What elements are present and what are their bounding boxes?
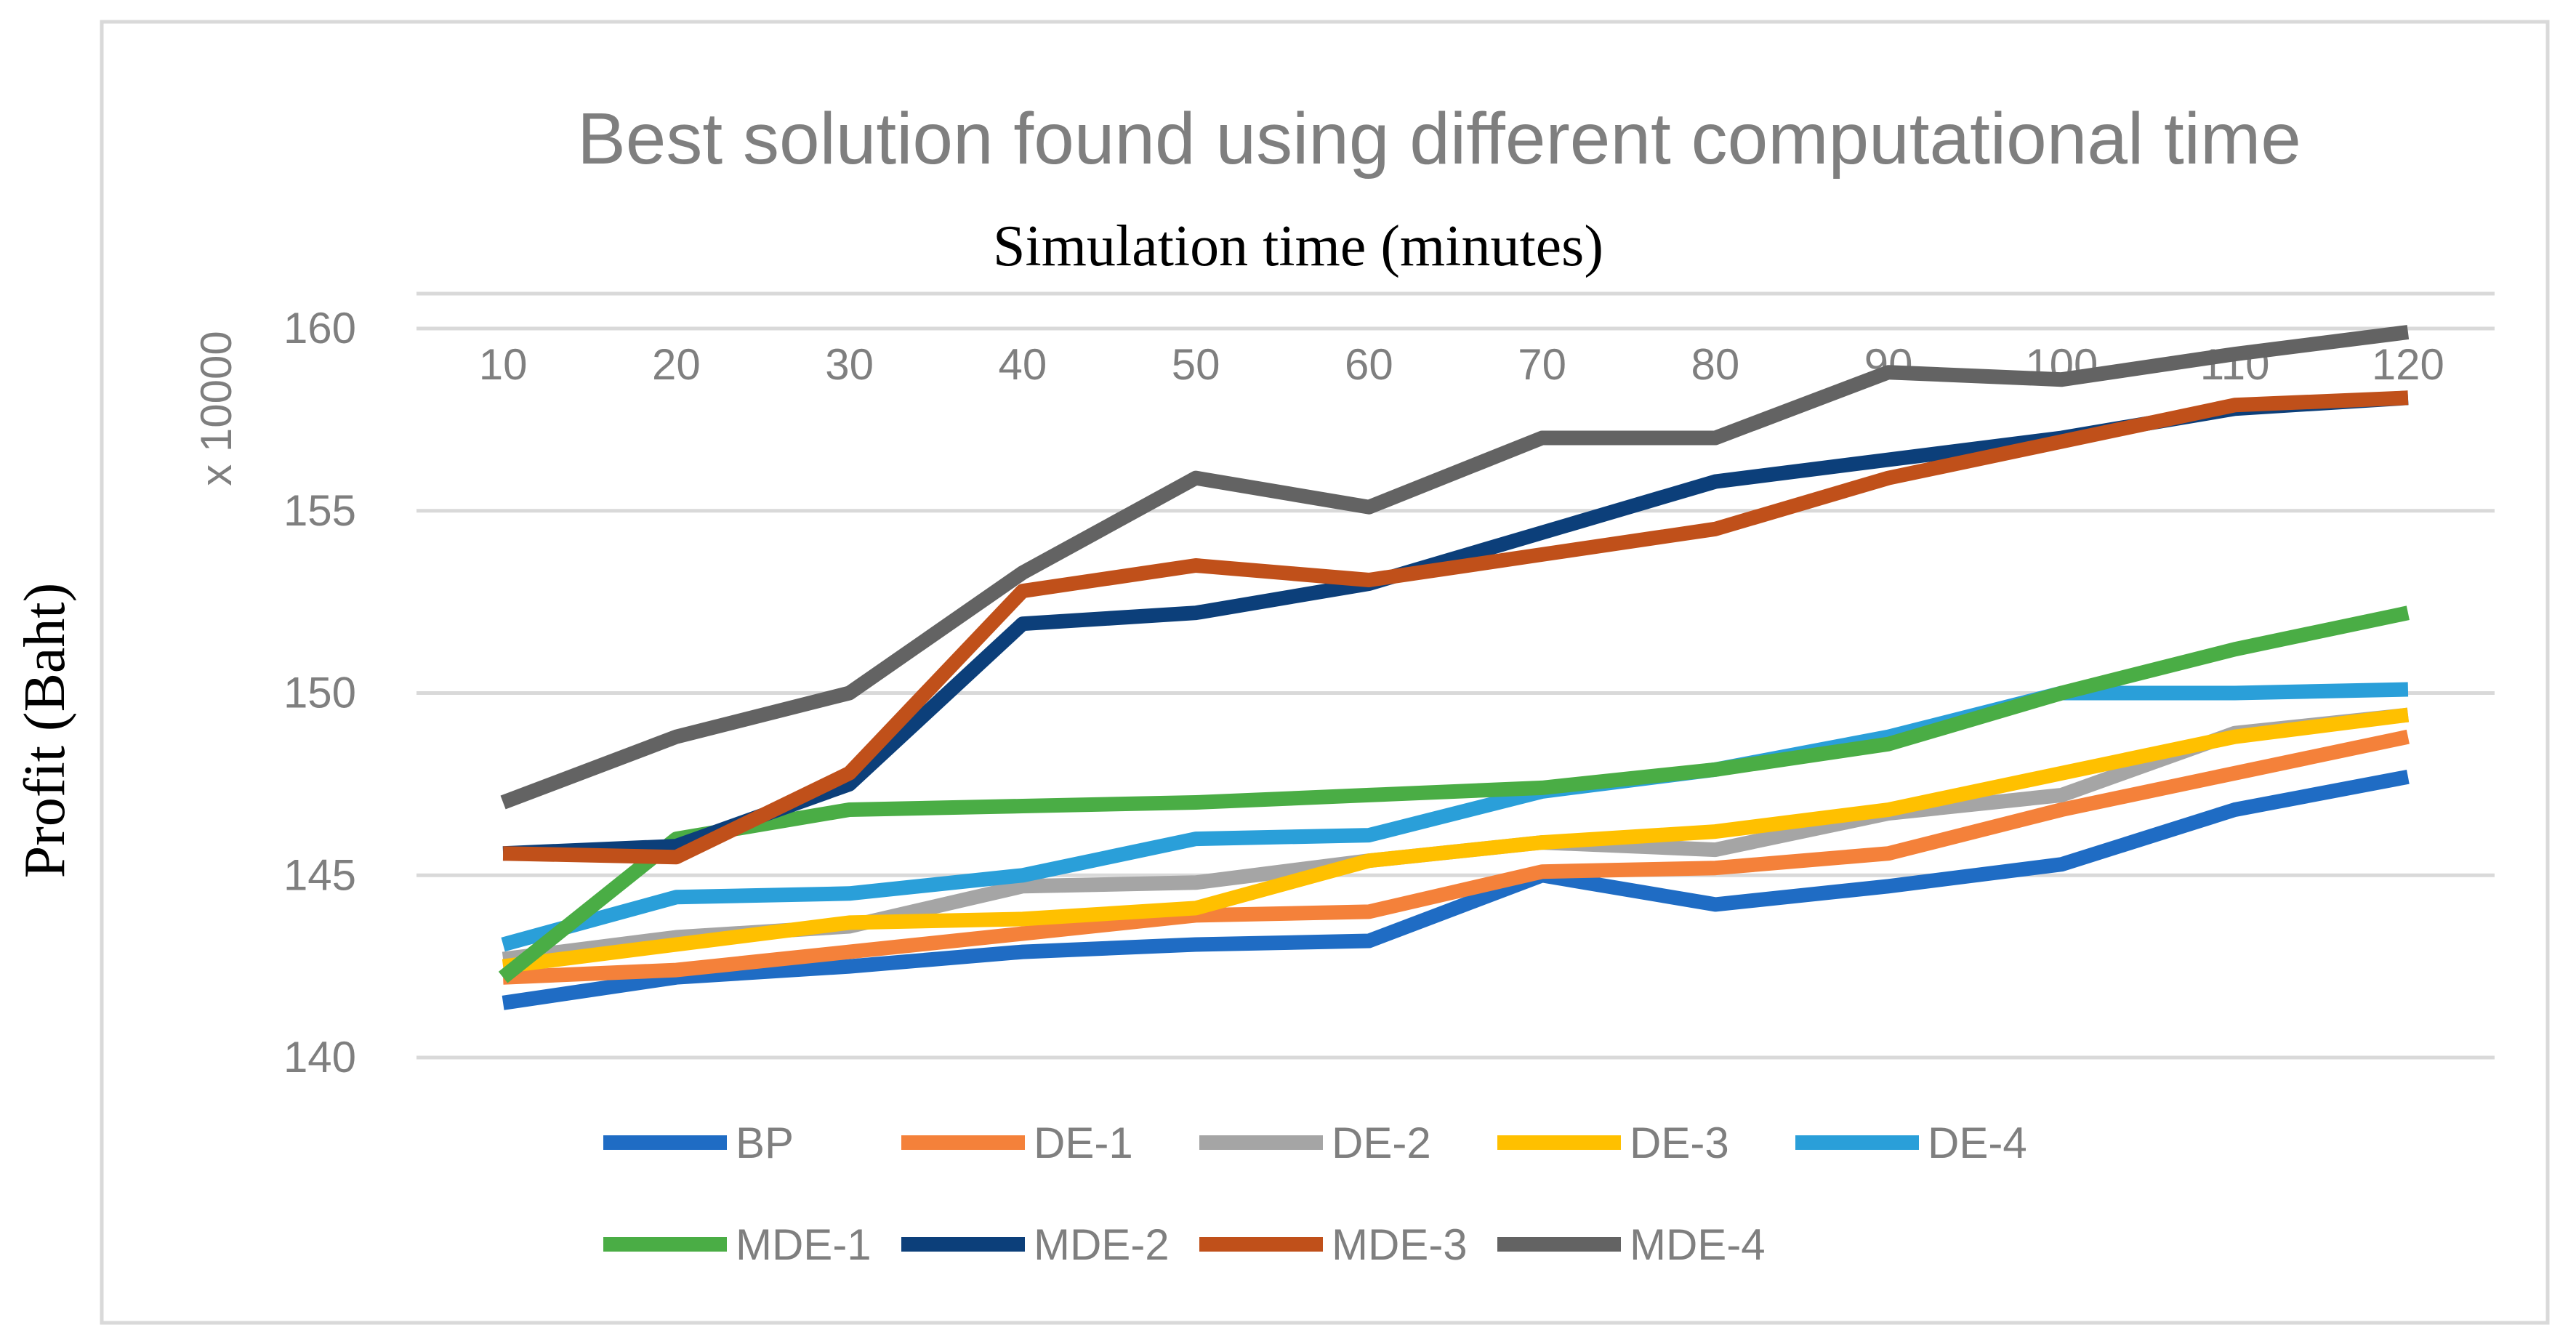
legend-label: MDE-4: [1630, 1220, 1766, 1269]
series-line-mde-1: [498, 605, 2410, 983]
x-axis-label: Simulation time (minutes): [993, 214, 1603, 278]
x-tick-label: 30: [825, 340, 874, 389]
legend-label: BP: [736, 1119, 794, 1167]
series-line-bp: [502, 769, 2410, 1010]
y-axis-ticks: 140 145 150 155 160: [283, 304, 356, 1082]
x-tick-label: 80: [1691, 340, 1740, 389]
legend-item-de-4: DE-4: [1795, 1119, 2027, 1167]
legend-item-de-3: DE-3: [1497, 1119, 1729, 1167]
legend-item-mde-2: MDE-2: [901, 1220, 1170, 1269]
y-tick-label: 140: [283, 1033, 356, 1082]
y-tick-label: 155: [283, 486, 356, 535]
y-axis-unit-label: x 10000: [192, 331, 241, 486]
legend-item-mde-3: MDE-3: [1199, 1220, 1468, 1269]
x-tick-label: 40: [999, 340, 1047, 389]
series-line-de-3: [502, 707, 2410, 974]
legend-item-de-1: DE-1: [901, 1119, 1133, 1167]
gridlines: [416, 291, 2495, 1060]
series-line-mde-3: [502, 390, 2409, 865]
legend-item-mde-1: MDE-1: [603, 1220, 872, 1269]
x-tick-label: 10: [479, 340, 528, 389]
legend-label: MDE-2: [1034, 1220, 1170, 1269]
x-tick-label: 20: [652, 340, 701, 389]
y-axis-label: Profit (Baht): [13, 583, 77, 879]
x-tick-label: 120: [2372, 340, 2444, 389]
series-line-mde-4: [500, 325, 2410, 810]
legend-item-mde-4: MDE-4: [1497, 1220, 1766, 1269]
x-tick-label: 60: [1345, 340, 1393, 389]
chart-title: Best solution found using different comp…: [577, 98, 2301, 180]
legend-label: DE-2: [1332, 1119, 1431, 1167]
legend-label: DE-1: [1034, 1119, 1133, 1167]
x-axis-ticks: 10 20 30 40 50 60 70 80 90 100 110 120: [479, 340, 2444, 389]
legend-item-bp: BP: [603, 1119, 794, 1167]
series-line-de-1: [502, 729, 2410, 985]
legend-label: DE-3: [1630, 1119, 1729, 1167]
series-lines: [498, 325, 2410, 1010]
x-tick-label: 70: [1518, 340, 1566, 389]
legend-label: MDE-1: [736, 1220, 872, 1269]
legend: BP DE-1 DE-2 DE-3 DE-4 MDE-1 MDE-2 MDE-3 MDE-4: [603, 1119, 2027, 1269]
y-tick-label: 150: [283, 669, 356, 717]
legend-item-de-2: DE-2: [1199, 1119, 1431, 1167]
x-tick-label: 50: [1172, 340, 1220, 389]
y-tick-label: 160: [283, 304, 356, 353]
legend-label: MDE-3: [1332, 1220, 1468, 1269]
y-tick-label: 145: [283, 850, 356, 899]
legend-label: DE-4: [1928, 1119, 2027, 1167]
